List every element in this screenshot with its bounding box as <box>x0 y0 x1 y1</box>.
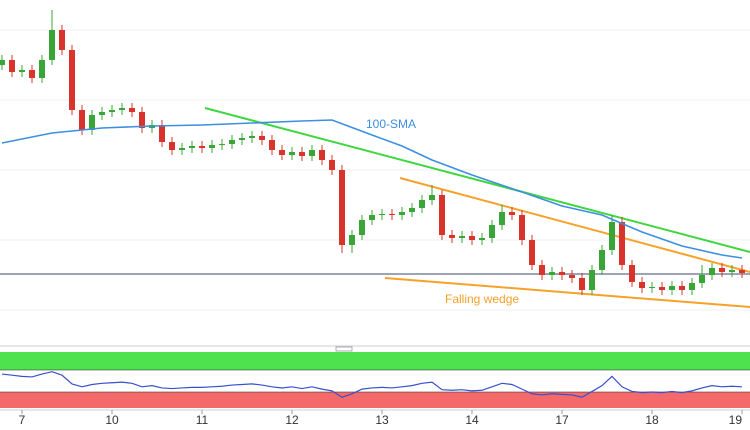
candle-body <box>469 236 475 240</box>
x-tick-label: 13 <box>375 413 389 427</box>
candle-body <box>319 150 325 160</box>
candle-body <box>39 60 45 78</box>
grid <box>0 29 750 311</box>
candle-body <box>309 150 315 156</box>
candle-body <box>439 195 445 235</box>
candle-body <box>209 145 215 148</box>
candle-body <box>519 215 525 240</box>
rsi-line <box>1 371 743 398</box>
candle-body <box>329 160 335 170</box>
candle-body <box>159 125 165 142</box>
candle-body <box>379 214 385 215</box>
oversold-zone <box>0 392 750 408</box>
candle-body <box>109 110 115 112</box>
x-tick-label: 19 <box>729 413 743 427</box>
candle-body <box>559 272 565 275</box>
candle-body <box>549 272 555 275</box>
candle-body <box>689 283 695 290</box>
candle-body <box>589 270 595 290</box>
candle-body <box>279 150 285 155</box>
x-tick-label: 7 <box>19 413 26 427</box>
candle-body <box>399 212 405 215</box>
x-tick-label: 10 <box>105 413 119 427</box>
candle-body <box>249 136 255 138</box>
candle-body <box>9 60 15 72</box>
candle-body <box>339 170 345 245</box>
candle-body <box>629 265 635 282</box>
candle-body <box>459 236 465 238</box>
candle-body <box>479 238 485 240</box>
overbought-zone <box>0 352 750 370</box>
candle-body <box>0 60 5 65</box>
candle-body <box>359 220 365 235</box>
candle-body <box>169 142 175 150</box>
x-tick-label: 12 <box>285 413 299 427</box>
candle-body <box>579 278 585 290</box>
wedge-upper <box>399 177 750 273</box>
wedge-lower <box>384 277 750 308</box>
x-tick-label: 11 <box>196 413 209 427</box>
candle-body <box>19 70 25 72</box>
candle-body <box>389 214 395 215</box>
candle-body <box>699 275 705 283</box>
candle-body <box>709 268 715 275</box>
candle-body <box>659 287 665 290</box>
candle-body <box>679 286 685 290</box>
candle-body <box>69 50 75 110</box>
candle-body <box>499 212 505 225</box>
candle-body <box>59 30 65 50</box>
sma-label: 100-SMA <box>366 117 416 131</box>
candle-body <box>449 235 455 238</box>
candle-body <box>259 136 265 140</box>
candle-body <box>139 112 145 128</box>
candle-body <box>489 225 495 238</box>
candle-body <box>669 286 675 290</box>
candle-body <box>529 240 535 265</box>
candle-body <box>79 110 85 130</box>
candle-body <box>349 235 355 245</box>
candle-body <box>189 146 195 148</box>
candle-body <box>539 265 545 275</box>
candle-body <box>729 270 735 272</box>
candle-body <box>649 287 655 288</box>
candle-body <box>719 268 725 272</box>
annotation: Falling wedge <box>445 292 519 306</box>
candle-body <box>129 108 135 112</box>
divider-grip[interactable] <box>335 346 353 352</box>
x-tick-label: 14 <box>465 413 479 427</box>
candle-body <box>99 112 105 115</box>
candle-body <box>639 282 645 288</box>
candle-body <box>89 115 95 130</box>
candle-body <box>419 200 425 208</box>
candle-body <box>239 138 245 140</box>
candle-body <box>409 208 415 212</box>
candle-body <box>29 70 35 78</box>
candle-body <box>199 146 205 148</box>
candle-body <box>289 152 295 155</box>
candle-body <box>609 222 615 250</box>
candle-body <box>219 144 225 145</box>
candle-body <box>49 30 55 60</box>
x-tick-label: 18 <box>645 413 659 427</box>
candle-body <box>229 140 235 144</box>
candle-body <box>429 195 435 200</box>
trend-line <box>204 107 750 253</box>
sma-line <box>1 119 743 259</box>
candle-body <box>569 275 575 278</box>
candle-body <box>119 108 125 110</box>
candle-body <box>179 148 185 150</box>
candle-body <box>599 250 605 270</box>
candle-body <box>509 212 515 215</box>
candle-body <box>269 140 275 150</box>
candles <box>0 10 745 295</box>
candle-body <box>739 270 745 273</box>
candle-body <box>619 222 625 265</box>
candle-body <box>369 215 375 220</box>
candle-body <box>299 152 305 156</box>
x-tick-label: 17 <box>555 413 569 427</box>
